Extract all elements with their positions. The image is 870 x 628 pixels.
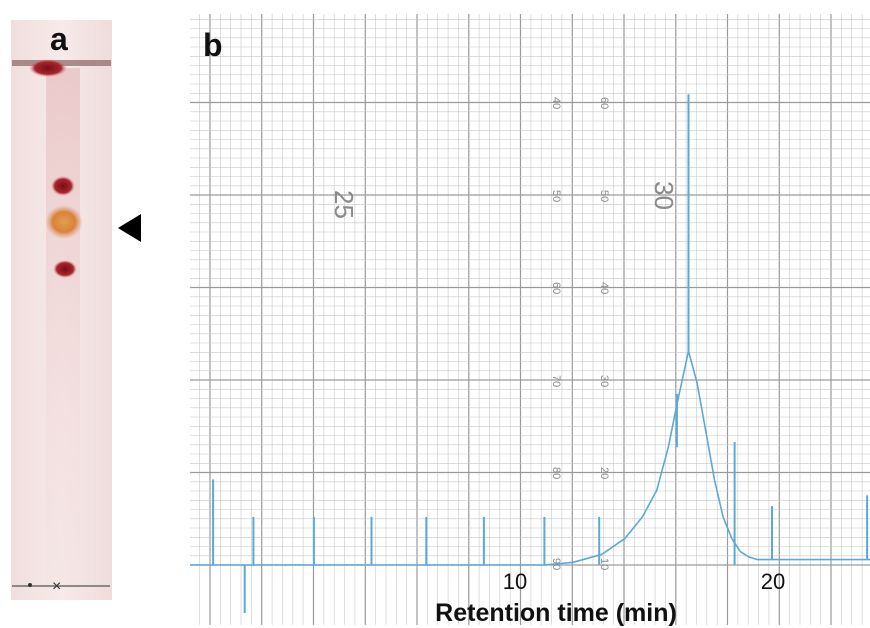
x-axis-title: Retention time (min) xyxy=(435,599,677,627)
origin-dot xyxy=(28,583,32,587)
paper-scale-left-80: 80 xyxy=(550,467,562,479)
tlc-spot-upper xyxy=(51,176,75,196)
panel-b-label: b xyxy=(203,27,223,63)
paper-scale-right-10: 10 xyxy=(598,558,610,570)
paper-scale-right-30: 30 xyxy=(598,375,610,387)
paper-scale-left-50: 50 xyxy=(550,190,562,202)
x-tick-label-20: 20 xyxy=(761,569,785,594)
paper-scale-right-50: 50 xyxy=(598,190,610,202)
event-marks xyxy=(212,94,869,613)
paper-number-25: 25 xyxy=(329,190,359,219)
chromatogram-trace xyxy=(190,350,870,566)
paper-grid xyxy=(190,14,870,625)
arrowhead-marker xyxy=(118,214,141,242)
paper-scale-right-60: 60 xyxy=(598,97,610,109)
paper-scale-right-20: 20 xyxy=(598,467,610,479)
tlc-spot-lower xyxy=(53,260,77,278)
paper-number-30: 30 xyxy=(649,181,679,210)
tlc-spot-top xyxy=(29,59,67,77)
x-tick-label-10: 10 xyxy=(503,569,527,594)
paper-scale-right-40: 40 xyxy=(598,282,610,294)
paper-scale-left-70: 70 xyxy=(550,375,562,387)
panel-b: 25 30 40 50 60 70 80 90 60 50 40 30 20 1… xyxy=(190,14,870,627)
panel-a-label: a xyxy=(50,21,68,57)
paper-scale-left-40: 40 xyxy=(550,97,562,109)
paper-scale-left-60: 60 xyxy=(550,282,562,294)
origin-mark: × xyxy=(52,578,61,595)
panel-a: × a xyxy=(11,20,141,600)
tlc-lane xyxy=(46,68,80,588)
tlc-spot-target xyxy=(45,205,83,239)
